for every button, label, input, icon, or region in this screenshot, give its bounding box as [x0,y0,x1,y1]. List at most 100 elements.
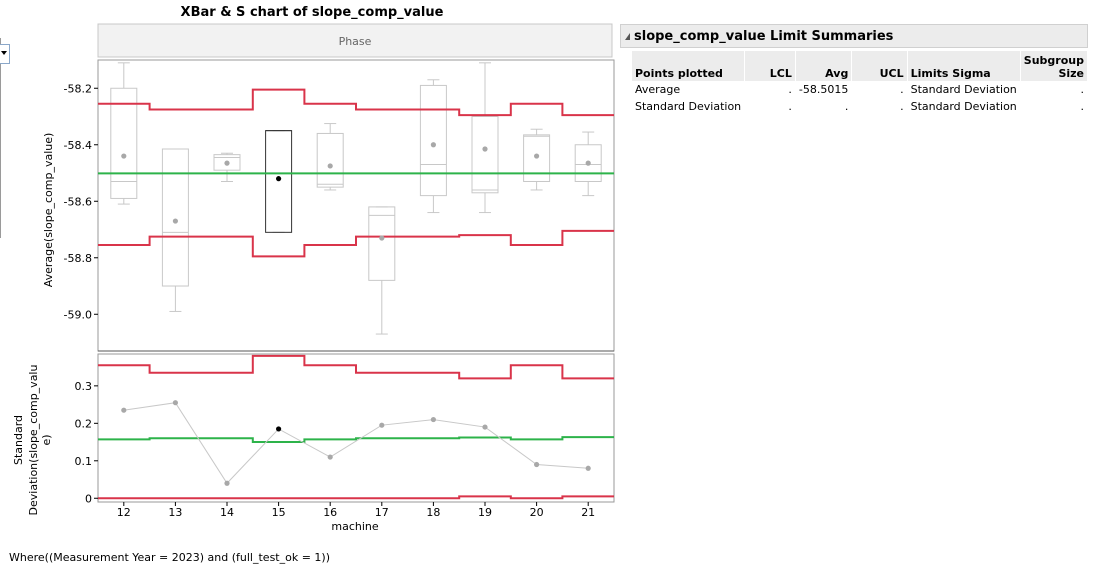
cell-size: . [1080,100,1085,113]
stdev-y-axis-label-line3: e) [40,434,53,445]
box-iqr [161,148,189,287]
stdev-plot-frame [97,353,615,503]
col-lcl: LCL [745,51,795,81]
cell-ucl: . [900,83,904,96]
xbar-mean-point [430,142,436,148]
xbar-mean-point [327,163,333,169]
xbar-lcl-line [98,229,614,258]
xbar-y-tick-label: -58.8 [64,252,92,265]
stdev-series-line [123,402,589,485]
x-tick-label: 17 [375,506,389,519]
xbar-y-axis-label: Average(slope_comp_value) [42,133,55,288]
stdev-ucl-line [98,354,614,380]
box-plot-20 [523,128,551,191]
col-limits-sigma: Limits Sigma [907,51,1020,81]
box-plot-15 [265,130,293,233]
box-iqr [368,206,396,281]
stdev-point [379,422,385,428]
stdev-center-line [98,436,614,444]
stdev-point [430,416,436,423]
box-plot-12 [110,62,138,205]
cell-avg: -58.5015 [798,83,849,96]
box-plot-18 [419,79,447,214]
xbar-mean-point [585,160,591,166]
limit-summaries-table: Points plotted LCL Avg UCL Limits Sigma … [631,51,1088,115]
xbar-mean-point [534,153,540,159]
stdev-point [121,407,127,413]
x-tick-label: 20 [530,506,544,519]
cell-sigma: Standard Deviation [910,83,1017,96]
col-avg: Avg [795,51,852,81]
limit-summaries-panel: slope_comp_value Limit Summaries Points … [620,24,1088,115]
stdev-point [482,424,488,430]
limit-summaries-header[interactable]: slope_comp_value Limit Summaries [620,24,1088,48]
box-iqr [316,132,344,188]
x-tick-label: 18 [426,506,440,519]
box-iqr [419,84,447,197]
col-ucl: UCL [852,51,907,81]
cell-points: Standard Deviation [635,100,742,113]
box-iqr [110,87,138,199]
x-tick-label: 13 [168,506,182,519]
xbar-s-chart: XBar & S chart of slope_comp_value Phase… [12,5,615,533]
cell-lcl: . [788,100,792,113]
box-plot-16 [316,123,344,191]
left-panel-edge [0,38,1,238]
stdev-y-axis-label-line1: Standard [12,415,25,465]
cell-ucl: . [900,100,904,113]
stdev-y-tick-label: 0.1 [75,455,93,468]
xbar-mean-point [121,153,127,159]
stdev-point [327,454,333,460]
cell-points: Average [635,83,681,96]
box-iqr [523,134,551,182]
chevron-down-icon [1,51,7,55]
stdev-y-tick-label: 0.3 [75,380,93,393]
stdev-y-axis-label-line2: Deviation(slope_comp_valu [27,365,40,516]
xbar-y-tick-label: -58.2 [64,82,92,95]
box-plot-13 [161,148,189,312]
table-row: Average . -58.5015 . Standard Deviation … [632,81,1087,98]
collapse-triangle-icon[interactable] [625,32,630,40]
box-iqr [574,144,602,182]
options-dropdown[interactable] [0,44,10,64]
xbar-y-tick-label: -58.6 [64,195,92,208]
xbar-mean-point [276,176,282,182]
x-tick-label: 12 [117,506,131,519]
stdev-point [224,480,230,486]
box-plot-17 [368,206,396,335]
stdev-lcl-line [98,495,614,500]
x-axis: 12 13 14 15 16 17 18 19 20 21 [117,502,595,519]
xbar-ucl-line [98,88,614,117]
stdev-y-tick-label: 0.2 [75,417,93,430]
limit-summaries-title: slope_comp_value Limit Summaries [634,28,894,44]
where-clause-note: Where((Measurement Year = 2023) and (ful… [9,551,330,564]
xbar-y-tick-label: -58.4 [64,139,92,152]
stdev-point [276,426,282,432]
chart-title: XBar & S chart of slope_comp_value [181,5,444,20]
box-plot-21 [574,131,602,197]
phase-bar[interactable] [97,23,613,58]
x-tick-label: 14 [220,506,234,519]
table-row: Standard Deviation . . . Standard Deviat… [632,98,1087,115]
cell-size: . [1080,83,1085,96]
x-tick-label: 16 [323,506,337,519]
x-axis-label: machine [331,520,379,533]
stdev-point [534,461,540,468]
phase-label: Phase [339,35,372,48]
stdev-panel: 0 0.1 0.2 0.3 [75,353,615,505]
xbar-mean-point [379,235,385,241]
stdev-y-tick-label: 0 [85,492,92,505]
cell-sigma: Standard Deviation [910,100,1017,113]
cell-avg: . [844,100,849,113]
x-tick-label: 21 [581,506,595,519]
box-iqr [213,154,241,171]
stdev-point [585,465,591,471]
cell-lcl: . [788,83,792,96]
xbar-mean-point [224,160,230,166]
xbar-mean-point [482,146,488,152]
xbar-y-tick-label: -59.0 [64,308,92,321]
col-points-plotted: Points plotted [632,51,745,81]
x-tick-label: 19 [478,506,492,519]
box-plot-19 [471,62,499,214]
col-subgroup-size: Subgroup Size [1020,51,1087,81]
